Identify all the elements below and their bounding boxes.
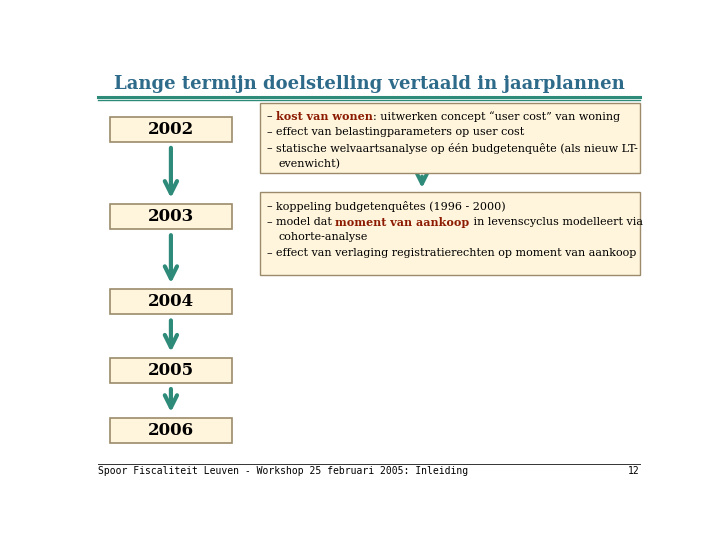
Text: in levenscyclus modelleert via: in levenscyclus modelleert via (469, 217, 643, 227)
FancyBboxPatch shape (109, 204, 233, 229)
FancyBboxPatch shape (109, 117, 233, 141)
Text: cohorte-analyse: cohorte-analyse (278, 232, 367, 242)
Text: –: – (267, 217, 276, 227)
Text: effect van belastingparameters op user cost: effect van belastingparameters op user c… (276, 127, 524, 137)
Text: –: – (267, 143, 276, 153)
FancyBboxPatch shape (260, 103, 639, 173)
Text: statische welvaartsanalyse op één budgetenquête (als nieuw LT-: statische welvaartsanalyse op één budget… (276, 143, 638, 154)
Text: –: – (267, 111, 276, 122)
Text: 2004: 2004 (148, 293, 194, 310)
FancyBboxPatch shape (260, 192, 639, 275)
Text: –: – (267, 248, 276, 258)
Text: kost van wonen: kost van wonen (276, 111, 373, 123)
Text: 2005: 2005 (148, 362, 194, 379)
Text: 12: 12 (628, 467, 639, 476)
Text: –: – (267, 201, 276, 211)
Text: koppeling budgetenquêtes (1996 - 2000): koppeling budgetenquêtes (1996 - 2000) (276, 201, 505, 212)
Text: effect van verlaging registratierechten op moment van aankoop: effect van verlaging registratierechten … (276, 248, 636, 258)
Text: moment van aankoop: moment van aankoop (336, 217, 469, 227)
Text: evenwicht): evenwicht) (278, 159, 340, 169)
FancyBboxPatch shape (109, 418, 233, 443)
Text: Spoor Fiscaliteit Leuven - Workshop 25 februari 2005: Inleiding: Spoor Fiscaliteit Leuven - Workshop 25 f… (99, 467, 469, 476)
Text: 2003: 2003 (148, 208, 194, 225)
Text: 2006: 2006 (148, 422, 194, 439)
Text: 2002: 2002 (148, 121, 194, 138)
Text: : uitwerken concept “user cost” van woning: : uitwerken concept “user cost” van woni… (373, 111, 620, 122)
Text: Lange termijn doelstelling vertaald in jaarplannen: Lange termijn doelstelling vertaald in j… (114, 75, 624, 92)
FancyBboxPatch shape (109, 289, 233, 314)
FancyBboxPatch shape (109, 358, 233, 383)
Text: –: – (267, 127, 276, 137)
Text: model dat: model dat (276, 217, 336, 227)
